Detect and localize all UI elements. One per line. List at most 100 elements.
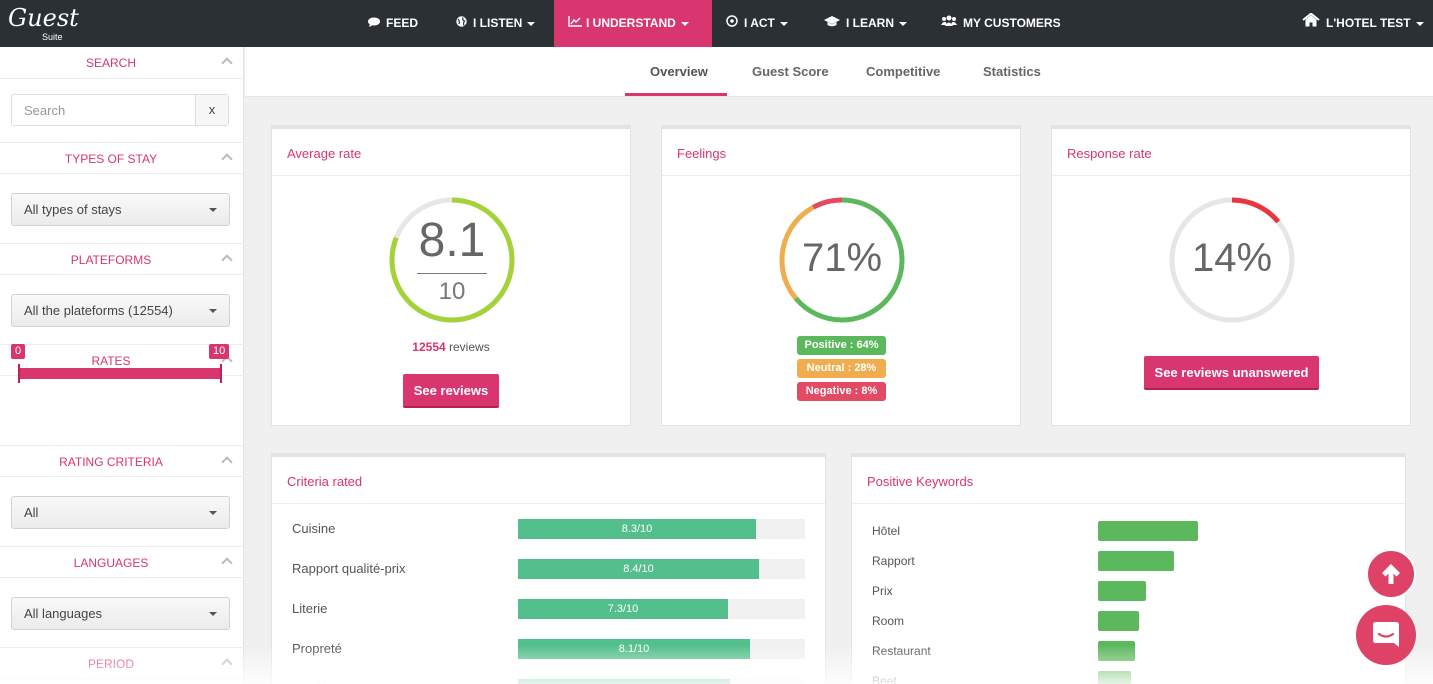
- nav-feed[interactable]: FEED: [354, 0, 432, 47]
- chevron-up-icon[interactable]: [222, 152, 232, 162]
- criteria-label: Propreté: [292, 641, 342, 656]
- keyword-label: Restaurant: [872, 644, 931, 658]
- keyword-bar: [1098, 581, 1146, 601]
- gauge-fill: [389, 197, 515, 323]
- card-divider: [852, 503, 1405, 504]
- chevron-down-icon: [209, 511, 217, 515]
- chevron-down-icon: [209, 309, 217, 313]
- chevron-down-icon: [779, 21, 788, 26]
- feelings-gauge: [779, 197, 905, 323]
- tab-overview[interactable]: Overview: [650, 64, 708, 79]
- nav-i-understand[interactable]: I UNDERSTAND: [554, 0, 712, 47]
- reviews-count-line: 12554 reviews: [272, 340, 630, 354]
- types-of-stay-title: TYPES OF STAY: [64, 152, 158, 166]
- nav-i-understand-label: I UNDERSTAND: [586, 16, 676, 30]
- criteria-rated-card: Criteria rated Cuisine 8.3/10 Rapport qual…: [271, 453, 826, 684]
- graduation-cap-icon: [824, 1, 840, 47]
- types-of-stay-select[interactable]: All types of stays: [11, 193, 230, 226]
- chevron-down-icon: [899, 21, 907, 26]
- comments-icon: [368, 1, 380, 47]
- criteria-bar-track: 7.3/10: [518, 599, 805, 619]
- languages-select[interactable]: All languages: [11, 597, 230, 630]
- criteria-bar-fill: 7.4/10: [518, 679, 730, 684]
- chart-line-icon: [568, 1, 582, 47]
- chevron-up-icon[interactable]: [222, 56, 232, 66]
- keyword-bar: [1098, 671, 1131, 684]
- target-icon: [726, 1, 738, 47]
- top-navbar: Guest Suite FEED I LISTEN I UNDERSTAND I…: [0, 0, 1433, 47]
- criteria-bar-track: 8.4/10: [518, 559, 805, 579]
- chevron-down-icon: [209, 612, 217, 616]
- nav-my-customers[interactable]: MY CUSTOMERS: [927, 0, 1075, 47]
- criteria-bar-track: 8.1/10: [518, 639, 805, 659]
- card-divider: [272, 175, 630, 176]
- see-reviews-unanswered-button[interactable]: See reviews unanswered: [1144, 356, 1319, 390]
- keyword-label: Hôtel: [872, 524, 901, 538]
- feelings-percent: 71%: [801, 236, 883, 280]
- plateforms-section-header[interactable]: PLATEFORMS: [0, 243, 244, 275]
- period-title: PERIOD: [87, 657, 134, 671]
- rate-slider-range[interactable]: [19, 368, 221, 379]
- card-divider: [662, 175, 1020, 176]
- tab-competitive[interactable]: Competitive: [866, 64, 941, 79]
- chevron-down-icon: [209, 208, 217, 212]
- plateforms-title: PLATEFORMS: [70, 253, 152, 267]
- gauge-negative-arc: [779, 197, 905, 323]
- period-section-header[interactable]: PERIOD: [0, 647, 244, 679]
- keyword-bar: [1098, 551, 1174, 571]
- criteria-bar-track: 7.4/10: [518, 679, 805, 684]
- tab-statistics[interactable]: Statistics: [983, 64, 1041, 79]
- criteria-bar-fill: 8.3/10: [518, 519, 756, 539]
- chevron-up-icon[interactable]: [222, 455, 232, 465]
- chat-launcher-button[interactable]: [1356, 605, 1416, 665]
- chat-icon: [1373, 622, 1399, 647]
- criteria-label: Cuisine: [292, 521, 336, 536]
- rate-slider-min-handle[interactable]: [18, 364, 20, 383]
- chevron-down-icon: [1415, 21, 1424, 26]
- rating-criteria-title: RATING CRITERIA: [59, 455, 163, 469]
- keywords-title: Positive Keywords: [867, 474, 974, 489]
- guestsuite-logo[interactable]: Guest Suite: [8, 4, 79, 44]
- home-icon: [1302, 1, 1320, 47]
- subtabs-bar: Overview Guest Score Competitive Statist…: [245, 47, 1433, 97]
- logo-wordmark: Guest: [8, 4, 79, 32]
- rate-slider-max-handle[interactable]: [220, 364, 222, 383]
- plateforms-value: All the plateforms (12554): [24, 303, 173, 318]
- reviews-count: 12554: [412, 340, 446, 354]
- average-rate-gauge: [389, 197, 515, 323]
- chevron-up-icon[interactable]: [222, 657, 232, 667]
- search-input[interactable]: [12, 95, 196, 125]
- average-rate-card: Average rate 8.1 10 12554 reviews See re…: [271, 125, 631, 426]
- average-rate-title: Average rate: [287, 146, 362, 161]
- nav-i-act[interactable]: I ACT: [712, 0, 802, 47]
- nav-account-hotel[interactable]: L'HOTEL TEST: [1288, 0, 1433, 47]
- tab-guest-score[interactable]: Guest Score: [752, 64, 829, 79]
- neutral-badge: Neutral : 28%: [797, 359, 886, 378]
- rating-criteria-select[interactable]: All: [11, 496, 230, 529]
- rating-criteria-section-header[interactable]: RATING CRITERIA: [0, 445, 244, 477]
- languages-value: All languages: [24, 606, 103, 621]
- chevron-up-icon[interactable]: [222, 556, 232, 566]
- nav-i-learn[interactable]: I LEARN: [810, 0, 921, 47]
- see-reviews-button[interactable]: See reviews: [403, 374, 499, 408]
- chevron-down-icon: [527, 21, 536, 26]
- plateforms-select[interactable]: All the plateforms (12554): [11, 294, 230, 327]
- search-clear-button[interactable]: x: [195, 95, 228, 125]
- rate-slider-min-label: 0: [11, 344, 26, 359]
- response-rate-title: Response rate: [1067, 146, 1152, 161]
- response-rate-card: Response rate 14% See reviews unanswered: [1051, 125, 1411, 426]
- nav-i-listen[interactable]: I LISTEN: [441, 0, 549, 47]
- rates-title: RATES: [91, 354, 131, 368]
- languages-title: LANGUAGES: [73, 556, 149, 570]
- chevron-up-icon[interactable]: [222, 253, 232, 263]
- types-of-stay-section-header[interactable]: TYPES OF STAY: [0, 142, 244, 174]
- search-section-header[interactable]: SEARCH: [0, 47, 244, 79]
- rate-slider-max-label: 10: [209, 344, 230, 359]
- scroll-to-top-button[interactable]: [1366, 549, 1416, 599]
- search-section-title: SEARCH: [85, 56, 136, 70]
- languages-section-header[interactable]: LANGUAGES: [0, 546, 244, 578]
- keyword-label: Beet: [872, 674, 897, 684]
- feelings-card: Feelings 71% Positive : 64% Neutral : 28…: [661, 125, 1021, 426]
- nav-i-act-label: I ACT: [744, 16, 775, 30]
- chevron-down-icon: [680, 21, 689, 26]
